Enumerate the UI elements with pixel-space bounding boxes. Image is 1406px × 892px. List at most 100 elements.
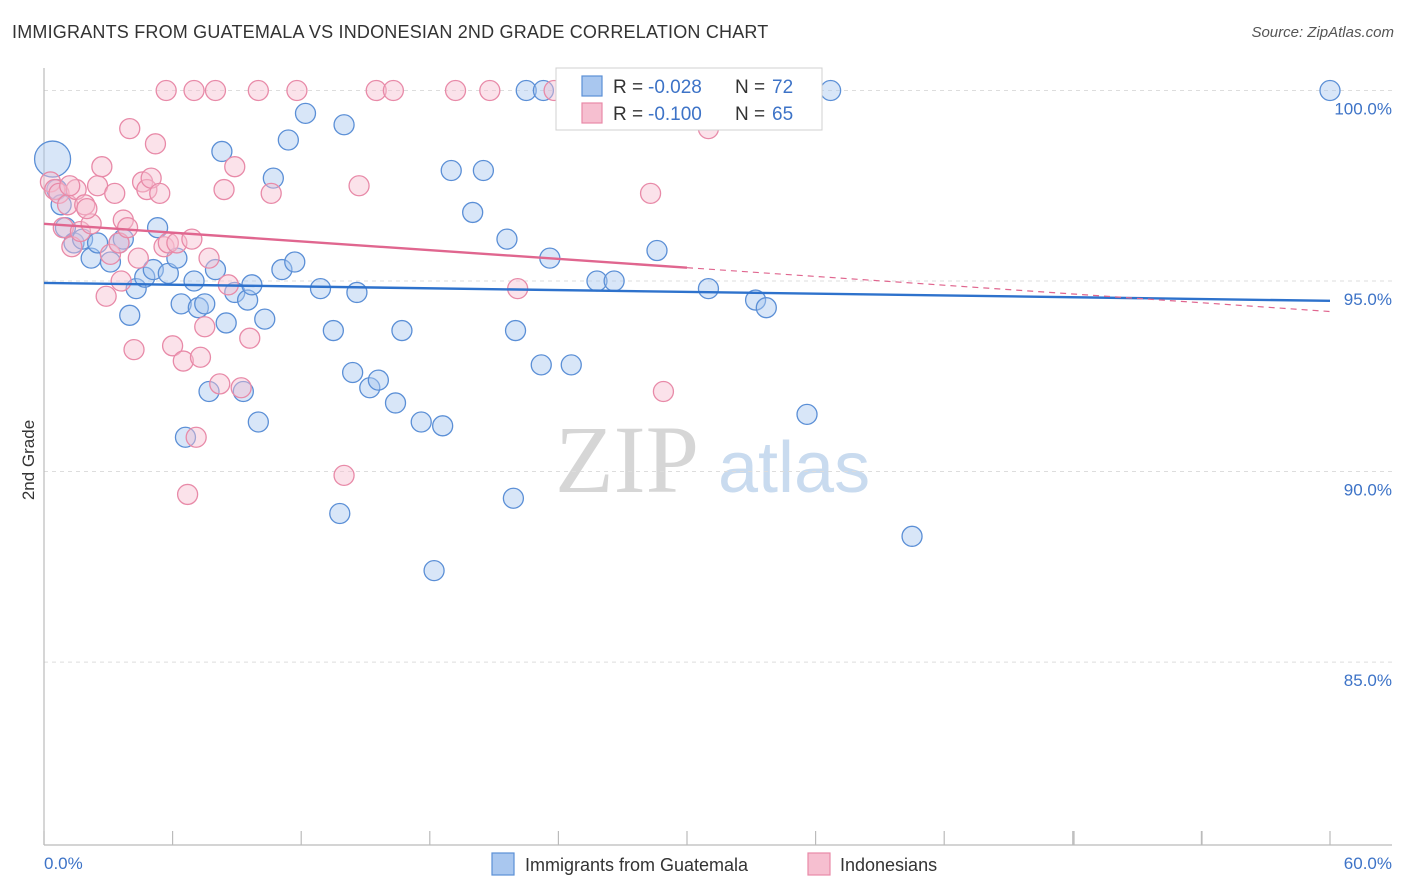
- y-axis-label: 2nd Grade: [19, 420, 38, 500]
- indonesians-point: [119, 117, 141, 140]
- guatemala-point: [333, 114, 355, 136]
- indonesians-point: [444, 79, 467, 102]
- legend-n-label-1: N =: [735, 77, 765, 98]
- indonesians-point: [172, 350, 194, 372]
- guatemala-point: [462, 201, 484, 224]
- guatemala-point: [504, 319, 527, 342]
- guatemala-point: [341, 361, 364, 384]
- indonesians-point: [74, 194, 96, 216]
- indonesians-point: [59, 175, 81, 197]
- guatemala-point: [502, 487, 525, 509]
- guatemala-point: [187, 297, 209, 319]
- legend-r-label-1: R =: [613, 77, 643, 98]
- guatemala-point: [359, 377, 381, 399]
- guatemala-point: [346, 281, 368, 304]
- stats-legend: R = -0.028 N = 72 R = -0.100 N = 65: [555, 67, 823, 131]
- guatemala-point: [560, 354, 582, 376]
- legend-n-value-2: 65: [772, 104, 793, 125]
- legend-r-value-1: -0.028: [648, 77, 702, 98]
- guatemala-point: [294, 102, 317, 124]
- indonesians-point: [204, 79, 227, 102]
- guatemala-point: [232, 380, 254, 403]
- chart-title: IMMIGRANTS FROM GUATEMALA VS INDONESIAN …: [12, 22, 769, 42]
- indonesians-point: [183, 79, 205, 102]
- indonesians-point: [48, 182, 70, 205]
- watermark-atlas: atlas: [718, 428, 870, 508]
- guatemala-point: [901, 525, 923, 547]
- guatemala-point: [472, 159, 495, 182]
- indonesians-point: [155, 79, 177, 102]
- bottom-legend-label-guatemala: Immigrants from Guatemala: [525, 855, 749, 875]
- indonesians-point: [213, 178, 235, 201]
- guatemala-point: [329, 502, 351, 525]
- indonesians-point: [189, 346, 212, 368]
- guatemala-point: [183, 270, 205, 292]
- guatemala-point: [247, 411, 269, 433]
- series-legend: Immigrants from Guatemala Indonesians: [491, 852, 937, 876]
- guatemala-point: [322, 319, 345, 342]
- guatemala-point: [646, 239, 668, 262]
- legend-swatch-pink: [581, 102, 603, 124]
- indonesians-trend-line-extension: [686, 267, 1331, 313]
- guatemala-point: [170, 293, 192, 315]
- guatemala-point: [423, 559, 445, 582]
- x-tick-label-max: 60.0%: [1344, 854, 1392, 873]
- indonesians-point: [230, 377, 252, 399]
- indonesians-point: [95, 285, 117, 307]
- guatemala-point: [119, 304, 141, 326]
- guatemala-point: [211, 140, 233, 163]
- guatemala-point: [796, 403, 818, 426]
- gridlines: [44, 89, 1392, 663]
- guatemala-point: [271, 258, 293, 281]
- legend-swatch-blue: [581, 75, 603, 97]
- legend-n-value-1: 72: [772, 77, 793, 98]
- guatemala-point: [515, 79, 537, 102]
- indonesians-point: [91, 156, 113, 178]
- legend-n-label-2: N =: [735, 104, 765, 125]
- y-tick-label: 95.0%: [1344, 290, 1392, 309]
- indonesians-point: [365, 79, 387, 102]
- indonesians-point: [348, 175, 370, 197]
- indonesians-point: [209, 373, 231, 395]
- indonesians-point: [104, 182, 126, 205]
- source-label: Source: ZipAtlas.com: [1251, 24, 1394, 41]
- indonesians-point: [123, 338, 145, 361]
- y-tick-label: 90.0%: [1344, 481, 1392, 500]
- guatemala-point: [194, 293, 216, 315]
- guatemala-point: [254, 308, 276, 330]
- axes: [43, 68, 1392, 846]
- legend-r-label-2: R =: [613, 104, 643, 125]
- indonesians-point: [76, 197, 98, 220]
- guatemala-point: [367, 369, 390, 391]
- bottom-legend-label-indonesians: Indonesians: [840, 855, 937, 875]
- indonesians-point: [99, 243, 122, 265]
- guatemala-point: [384, 392, 407, 414]
- guatemala-point: [391, 319, 413, 342]
- guatemala-point: [440, 159, 462, 182]
- indonesians-point: [652, 380, 675, 403]
- bottom-legend-swatch-blue: [491, 852, 515, 876]
- y-tick-labels: 85.0% 90.0% 95.0% 100.0%: [1334, 99, 1392, 690]
- legend-r-value-2: -0.100: [648, 104, 702, 125]
- indonesians-point: [639, 182, 662, 205]
- watermark-zip: ZIP: [555, 406, 699, 513]
- guatemala-point: [603, 270, 625, 292]
- indonesians-point: [194, 316, 216, 338]
- guatemala-point: [198, 380, 220, 403]
- indonesians-point: [333, 464, 355, 487]
- trend-lines: [43, 222, 1331, 313]
- guatemala-point: [134, 266, 156, 288]
- guatemala-point: [215, 312, 237, 334]
- indonesians-point: [52, 217, 74, 239]
- indonesians-point: [116, 217, 139, 239]
- data-points: [33, 79, 1341, 582]
- indonesians-point: [224, 156, 246, 178]
- indonesians-point: [479, 79, 501, 102]
- indonesians-point: [260, 182, 282, 205]
- indonesians-point: [144, 133, 167, 155]
- indonesians-trend-line: [43, 222, 688, 269]
- guatemala-trend-line: [43, 281, 1331, 303]
- indonesians-point: [247, 79, 269, 102]
- indonesians-point: [198, 247, 220, 269]
